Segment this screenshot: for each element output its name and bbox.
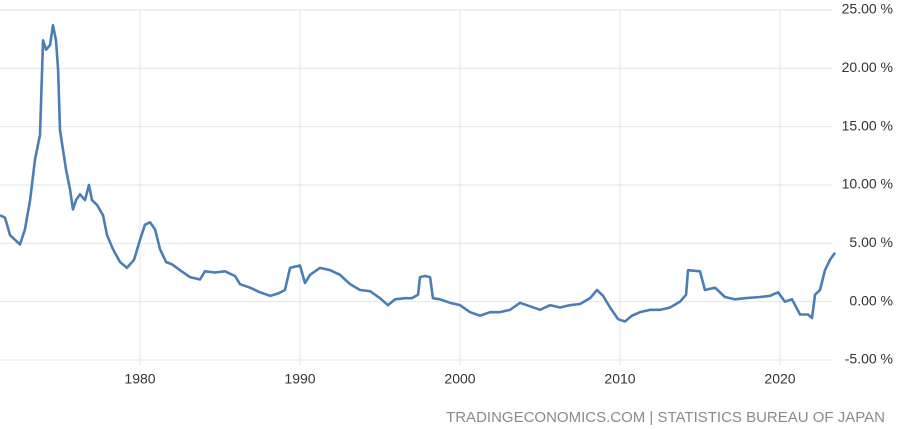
y-tick-label: 15.00 %: [842, 117, 893, 133]
x-tick-label: 2000: [444, 371, 475, 387]
x-tick-label: 2020: [764, 371, 795, 387]
x-tick-label: 2010: [604, 371, 635, 387]
x-tick-label: 1980: [124, 371, 155, 387]
y-tick-label: -5.00 %: [845, 351, 893, 367]
y-tick-label: 0.00 %: [849, 292, 893, 308]
y-tick-label: 20.00 %: [842, 59, 893, 75]
line: [0, 23, 837, 323]
x-tick-label: 1990: [284, 371, 315, 387]
source: TRADINGECONOMICS.COM | STATISTICS BUREAU…: [446, 409, 885, 426]
y-tick-label: 25.00 %: [842, 1, 893, 17]
y-tick-label: 10.00 %: [842, 176, 893, 192]
y-tick-label: 5.00 %: [849, 234, 893, 250]
